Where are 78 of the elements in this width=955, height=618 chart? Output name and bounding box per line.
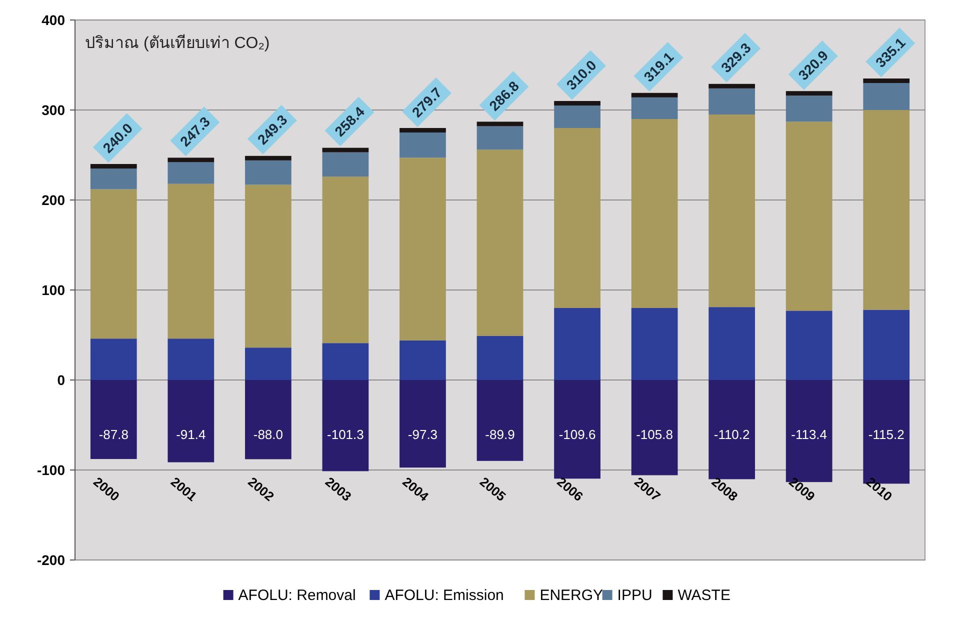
bar — [400, 158, 446, 340]
bar — [168, 380, 214, 462]
bar — [400, 340, 446, 380]
bar — [90, 380, 137, 460]
bar — [863, 310, 910, 380]
bar — [90, 164, 137, 168]
bar — [322, 152, 369, 177]
bar — [708, 380, 755, 480]
bar — [863, 78, 910, 83]
bar — [245, 160, 292, 185]
data-label: -105.8 — [636, 427, 673, 442]
bar — [786, 122, 832, 311]
data-label: -109.6 — [558, 427, 596, 442]
data-label: -101.3 — [327, 427, 364, 442]
legend-label: IPPU — [617, 587, 652, 604]
bar — [322, 380, 369, 472]
bar — [476, 150, 524, 336]
bar — [90, 338, 137, 380]
bar — [631, 380, 678, 476]
y-tick-label: 400 — [42, 12, 66, 28]
bar — [168, 158, 214, 162]
legend-label: ENERGY — [540, 587, 604, 604]
bar — [245, 184, 292, 348]
bar — [631, 97, 678, 119]
bar — [322, 176, 369, 344]
bar — [554, 101, 600, 106]
bar — [631, 308, 678, 380]
bar — [90, 189, 137, 339]
bar — [554, 380, 600, 479]
bar — [708, 84, 755, 88]
bar — [476, 122, 524, 126]
y-tick-label: 100 — [42, 282, 66, 298]
bar — [245, 348, 292, 380]
bar — [476, 380, 524, 461]
bar — [476, 336, 524, 380]
bar — [90, 168, 137, 190]
data-label: -113.4 — [791, 427, 828, 442]
bar — [708, 114, 755, 308]
bar — [322, 148, 369, 152]
data-label: -97.3 — [408, 427, 438, 442]
y-tick-label: -200 — [36, 552, 66, 568]
data-label: -89.9 — [485, 427, 515, 442]
bar — [786, 91, 832, 96]
data-label: -115.2 — [868, 427, 904, 442]
bar — [631, 92, 678, 98]
legend-label: AFOLU: Removal — [238, 587, 356, 604]
bar — [400, 128, 446, 132]
legend-label: AFOLU: Emission — [384, 587, 504, 604]
bar — [168, 338, 214, 380]
bar — [168, 162, 214, 184]
y-tick-label: 300 — [42, 102, 66, 118]
bar — [708, 88, 755, 114]
bar — [245, 156, 292, 160]
bar — [245, 380, 292, 460]
data-label: -88.0 — [253, 427, 283, 442]
bar — [786, 310, 832, 380]
data-label: -87.8 — [98, 427, 128, 442]
bar — [322, 343, 369, 380]
x-tick-label: 2007 — [632, 474, 664, 504]
bar — [708, 307, 755, 380]
bar — [554, 308, 600, 380]
bar — [400, 132, 446, 158]
legend-label: WASTE — [678, 587, 730, 604]
y-tick-label: 0 — [57, 372, 66, 388]
bar — [863, 83, 910, 110]
y-tick-label: 200 — [42, 192, 66, 208]
bar — [863, 110, 910, 310]
bar — [786, 96, 832, 122]
bar — [168, 184, 214, 339]
bar — [631, 119, 678, 308]
bar — [554, 128, 600, 308]
data-label: -91.4 — [176, 427, 206, 442]
y-tick-label: -100 — [36, 462, 66, 478]
bar — [476, 126, 524, 150]
y-axis-title: ปริมาณ (ตันเทียบเท่า CO₂) — [85, 34, 270, 52]
data-label: -110.2 — [714, 427, 750, 442]
bar — [400, 380, 446, 468]
bar — [554, 106, 600, 128]
